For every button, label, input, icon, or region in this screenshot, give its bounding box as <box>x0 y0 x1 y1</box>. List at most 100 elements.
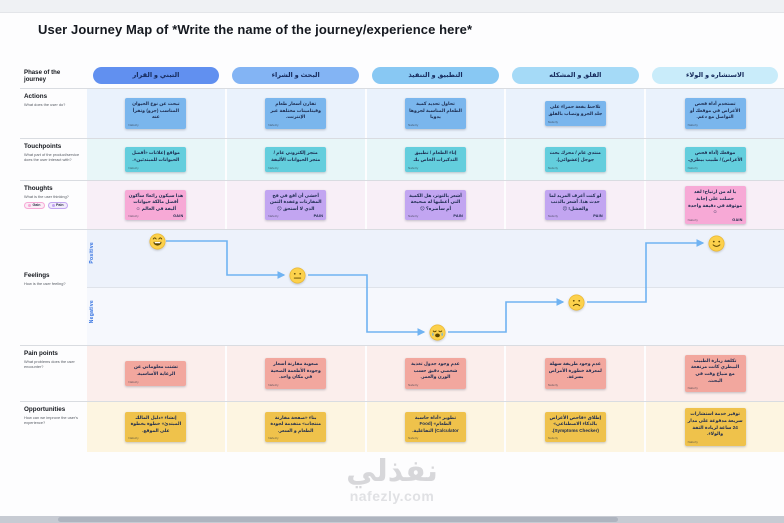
opportunities-title: Opportunities <box>24 406 66 413</box>
sticky-author-tag: Nafezly <box>547 214 559 219</box>
emoji-grinning-icon[interactable] <box>149 233 166 250</box>
opportunities-row: Opportunities How can we improve the use… <box>20 401 784 452</box>
sticky-note-text: متجر إلكتروني عام / متجر الحيوانات الألي… <box>271 150 321 162</box>
sticky-note-pain_points-5[interactable]: تكلفة زيارة الطبيب البيطري كانت مرتفعة م… <box>684 354 746 393</box>
thoughts-row-label: Thoughts What is the user thinking? Gain… <box>20 181 85 229</box>
sticky-note-opportunities-5[interactable]: توفير خدمة استشارات سريعة مدفوعة على مدا… <box>684 408 746 446</box>
touchpoints-cell-4: منتدى عام / محرك بحث جوجل (عشوائي). Nafez… <box>506 139 645 180</box>
emoji-smiling-icon[interactable] <box>708 235 725 252</box>
phase-pill-5[interactable]: الاستشاره و الولاء <box>651 66 779 84</box>
sticky-note-text: يا له من ارتياح! لقد حصلت على إجابة موثو… <box>688 189 743 215</box>
sticky-note-pain_points-1[interactable]: تشتت معلوماتي عن الرعاية الأساسية. Nafezl… <box>125 361 187 386</box>
sticky-note-opportunities-2[interactable]: بناء «صفحة مقارنة منتجات» متقدمة لجودة ا… <box>265 411 327 443</box>
thoughts-cell-5: يا له من ارتياح! لقد حصلت على إجابة موثو… <box>646 181 784 229</box>
actions-row-label: Actions What does the user do? <box>20 89 85 138</box>
sticky-note-text: صعوبة مقارنة أسعار وجودة الأطعمة الصحية … <box>270 361 321 380</box>
sticky-author-tag: Nafezly <box>128 214 139 219</box>
actions-cell-2: تقارن أسعار طعام وفيتامينات مختلفة عبر ا… <box>226 89 365 138</box>
pain-points-row: Pain points What problems does the user … <box>20 345 784 401</box>
sticky-note-text: أخشى أن أقع في فخ المقارنات وعقدة الثمن … <box>269 192 322 211</box>
touchpoints-title: Touchpoints <box>24 143 62 150</box>
emoji-sad-icon[interactable] <box>568 294 585 311</box>
sticky-note-text: تشتت معلوماتي عن الرعاية الأساسية. <box>133 364 178 376</box>
sticky-note-actions-3[interactable]: تحاول تحديد كمية الطعام المناسبة لجروها … <box>404 98 466 129</box>
sticky-author-tag: Nafezly <box>547 165 559 170</box>
sticky-note-thoughts-2[interactable]: أخشى أن أقع في فخ المقارنات وعقدة الثمن … <box>265 189 327 221</box>
sticky-note-pain_points-3[interactable]: عدم وجود جدول تغذية شخصي دقيق حسب الوزن … <box>404 358 466 389</box>
sticky-note-touchpoints-3[interactable]: إناء الطعام / تطبيق التذكيرات الخاص بك Na… <box>404 147 466 172</box>
sticky-author-tag: Nafezly <box>407 214 419 219</box>
sticky-note-touchpoints-2[interactable]: متجر إلكتروني عام / متجر الحيوانات الألي… <box>265 147 327 172</box>
legend-label: Gain <box>32 203 41 208</box>
sticky-note-actions-4[interactable]: تلاحظ بقعة حمراء على جلد الجرو وتصاب بال… <box>544 101 606 126</box>
thoughts-title: Thoughts <box>24 185 53 192</box>
title-placeholder[interactable]: *Write the name of the journey/experienc… <box>172 22 473 37</box>
sticky-author-tag: Nafezly <box>407 436 419 441</box>
thoughts-cell-1: هذا سيكون رائعا! سأكون أفضل مالكة حيوانا… <box>87 181 225 229</box>
emoji-neutral-icon[interactable] <box>289 267 306 284</box>
sticky-note-text: موقعك (أداة فحص الأعراض) / طبيب بيطري. <box>687 150 743 162</box>
sticky-note-opportunities-4[interactable]: إطلاق «فاحص الأعراض بالذكاء الاصطناعي» (… <box>544 411 606 443</box>
phase-cell-4: القلق و المشكله <box>506 62 644 88</box>
sticky-author-tag: Nafezly <box>687 439 698 444</box>
page-title[interactable]: User Journey Map of *Write the name of t… <box>38 22 472 37</box>
sticky-author-tag: Nafezly <box>407 382 419 387</box>
touchpoints-subtitle: What part of the product/service does th… <box>24 151 80 162</box>
sticky-author-tag: Nafezly <box>128 436 139 441</box>
gain-pain-tag: PAIN <box>593 214 603 219</box>
opportunities-cell-5: توفير خدمة استشارات سريعة مدفوعة على مدا… <box>646 402 784 452</box>
positive-zone <box>87 230 784 287</box>
sticky-author-tag: Nafezly <box>687 122 698 127</box>
phase-pill-1[interactable]: التبني و القرار <box>92 66 220 84</box>
scrollbar-thumb[interactable] <box>58 517 618 522</box>
phase-cell-1: التبني و القرار <box>87 62 225 88</box>
sticky-note-touchpoints-1[interactable]: مواقع إعلانات «أفضل الحيوانات للمبتدئين»… <box>125 147 187 172</box>
horizontal-scrollbar[interactable] <box>0 516 784 523</box>
actions-cell-4: تلاحظ بقعة حمراء على جلد الجرو وتصاب بال… <box>506 89 645 138</box>
touchpoints-cell-1: مواقع إعلانات «أفضل الحيوانات للمبتدئين»… <box>87 139 225 180</box>
phase-row: Phase of the journey التبني و القرار البح… <box>20 62 784 88</box>
sticky-note-text: منتدى عام / محرك بحث جوجل (عشوائي). <box>549 150 601 162</box>
phase-cell-5: الاستشاره و الولاء <box>646 62 784 88</box>
actions-row: Actions What does the user do? تبحث عن ن… <box>20 88 784 138</box>
thoughts-cell-2: أخشى أن أقع في فخ المقارنات وعقدة الثمن … <box>226 181 365 229</box>
thoughts-subtitle: What is the user thinking? <box>24 193 69 199</box>
sticky-note-actions-2[interactable]: تقارن أسعار طعام وفيتامينات مختلفة عبر ا… <box>265 98 327 129</box>
sticky-note-thoughts-4[interactable]: لو كنت أعرف المزيد لما حدث هذا. أشعر بال… <box>544 189 606 221</box>
sticky-note-text: عدم وجود طريقة سهلة لمعرفة خطورة الأمراض… <box>548 361 602 380</box>
opportunities-cell-4: إطلاق «فاحص الأعراض بالذكاء الاصطناعي» (… <box>506 402 645 452</box>
sticky-author-tag: Nafezly <box>268 214 279 219</box>
emoji-crying-icon[interactable] <box>429 324 446 341</box>
thoughts-cell-3: أشعر بالتوتر، هل الكمية التي أعطيها له ص… <box>366 181 505 229</box>
sticky-note-text: تقارن أسعار طعام وفيتامينات مختلفة عبر ا… <box>270 101 322 120</box>
phase-pill-2[interactable]: البحث و الشراء <box>232 66 360 84</box>
legend-chip-gain: Gain <box>24 201 45 209</box>
sticky-author-tag: Nafezly <box>128 165 139 170</box>
watermark: نفذلي nafezly.com <box>0 455 784 504</box>
opportunities-subtitle: How can we improve the user's experience… <box>24 414 78 425</box>
sticky-note-actions-5[interactable]: تستخدم أداة فحص الأعراض في موقعك أو التو… <box>684 98 746 129</box>
gain-pain-tag: GAIN <box>173 214 184 219</box>
sticky-note-touchpoints-5[interactable]: موقعك (أداة فحص الأعراض) / طبيب بيطري. Na… <box>684 147 746 172</box>
phase-pill-3[interactable]: التطبيق و التنفيذ <box>372 66 499 84</box>
sticky-author-tag: Nafezly <box>268 382 279 387</box>
sticky-note-pain_points-2[interactable]: صعوبة مقارنة أسعار وجودة الأطعمة الصحية … <box>265 358 327 389</box>
sticky-note-pain_points-4[interactable]: عدم وجود طريقة سهلة لمعرفة خطورة الأمراض… <box>544 358 606 389</box>
gain-pain-tag: GAIN <box>732 217 743 222</box>
sticky-note-thoughts-5[interactable]: يا له من ارتياح! لقد حصلت على إجابة موثو… <box>684 186 746 224</box>
watermark-domain: nafezly.com <box>349 488 435 504</box>
sticky-note-actions-1[interactable]: تبحث عن نوع الحيوان المناسب (جرو) وتقرأ … <box>125 98 187 129</box>
feelings-chart-area: Positive Negative <box>87 230 784 345</box>
sticky-author-tag: Nafezly <box>268 436 279 441</box>
sticky-author-tag: Nafezly <box>547 382 559 387</box>
sticky-note-text: توفير خدمة استشارات سريعة مدفوعة على مدا… <box>687 411 743 437</box>
sticky-author-tag: Nafezly <box>687 386 698 391</box>
actions-subtitle: What does the user do? <box>24 101 66 107</box>
sticky-note-thoughts-3[interactable]: أشعر بالتوتر، هل الكمية التي أعطيها له ص… <box>404 189 466 221</box>
sticky-note-touchpoints-4[interactable]: منتدى عام / محرك بحث جوجل (عشوائي). Nafez… <box>544 147 606 172</box>
sticky-note-opportunities-1[interactable]: إنشاء «دليل المالك المبتدئ» خطوة بخطوة ع… <box>125 411 187 443</box>
phase-pill-4[interactable]: القلق و المشكله <box>511 66 639 84</box>
sticky-note-opportunities-3[interactable]: تطوير «أداة حاسبة الطعام» (Food Calculat… <box>404 411 466 443</box>
sticky-note-thoughts-1[interactable]: هذا سيكون رائعا! سأكون أفضل مالكة حيوانا… <box>125 189 187 221</box>
